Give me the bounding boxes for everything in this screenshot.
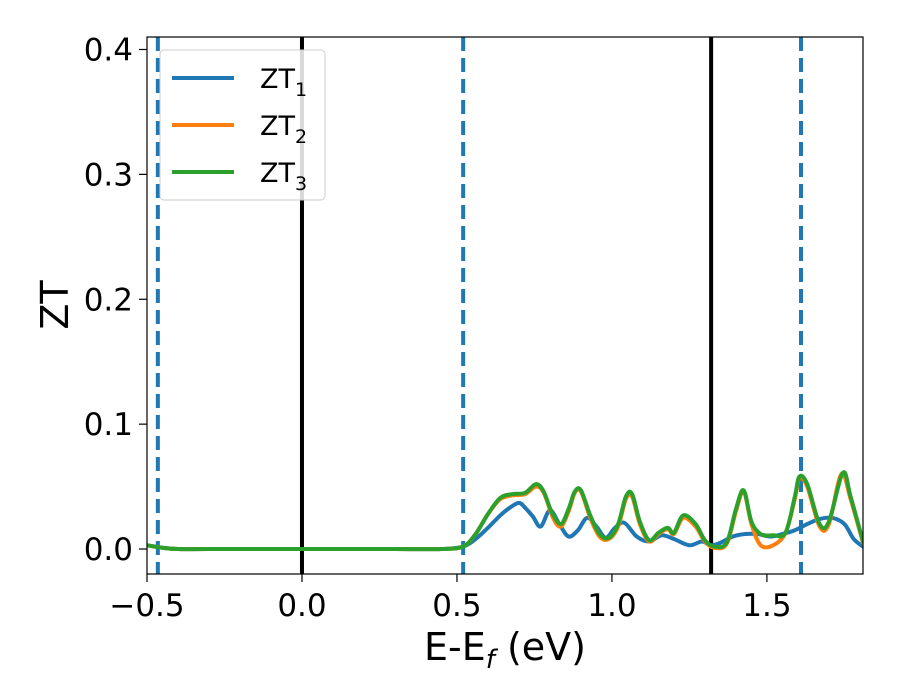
x-tick-label: 1.5 (742, 588, 791, 624)
x-tick-label: 0.0 (277, 588, 326, 624)
legend-label-zt3: ZT3 (260, 158, 307, 195)
series-lines (147, 470, 863, 552)
x-tick-label: 1.0 (587, 588, 636, 624)
x-axis-ticks: −0.5 0.0 0.5 1.0 1.5 (109, 574, 792, 624)
x-tick-label: −0.5 (109, 588, 184, 624)
y-tick-label: 0.3 (84, 157, 133, 193)
y-tick-label: 0.2 (84, 282, 133, 318)
plot-frame (146, 36, 864, 575)
y-tick-label: 0.4 (84, 32, 133, 68)
legend-label-zt1: ZT1 (260, 64, 307, 101)
legend-box (159, 49, 326, 201)
x-tick-label: 0.5 (432, 588, 481, 624)
y-tick-label: 0.0 (84, 532, 133, 568)
y-tick-label: 0.1 (84, 407, 133, 443)
x-axis-label: E-Ef (eV) (424, 625, 586, 675)
legend: ZT1 ZT2 ZT3 (159, 49, 326, 201)
series-line-zt3 (147, 470, 863, 552)
y-axis-label: ZT (33, 280, 77, 330)
y-axis-ticks: 0.0 0.1 0.2 0.3 0.4 (84, 32, 147, 568)
legend-label-zt2: ZT2 (260, 111, 307, 148)
